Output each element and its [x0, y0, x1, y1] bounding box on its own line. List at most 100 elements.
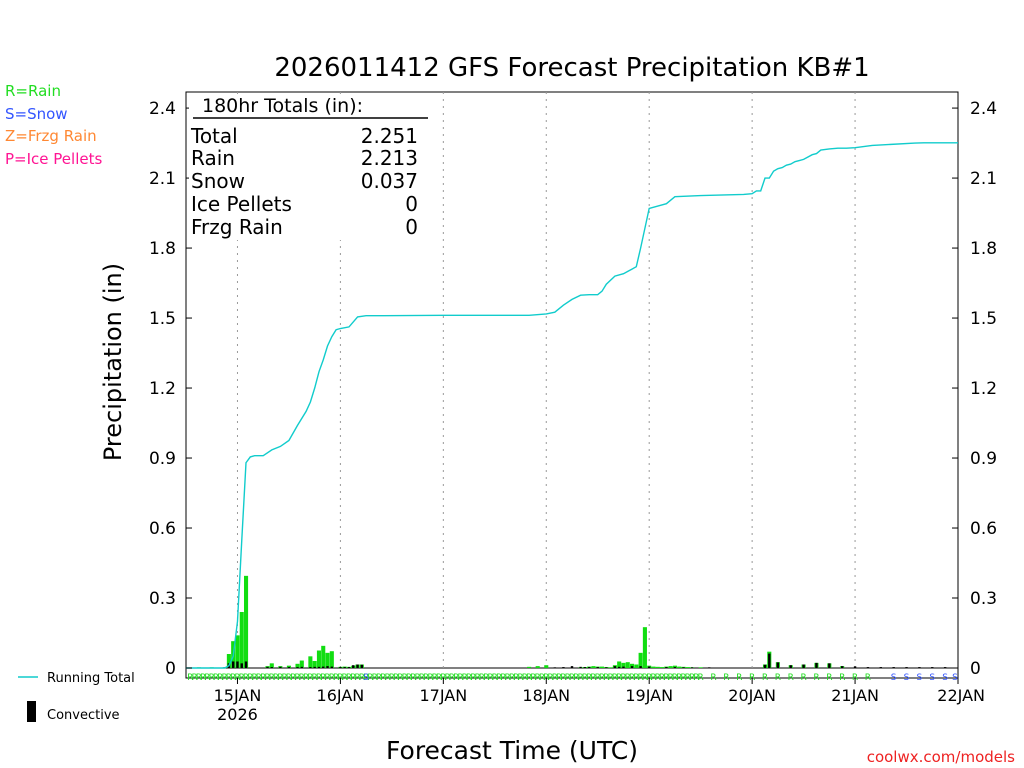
precip-bar [668, 666, 673, 668]
y-tick-label-left: 0 [165, 659, 176, 679]
convective-bar [789, 665, 792, 668]
precip-bar [591, 666, 596, 668]
precip-bar [239, 612, 244, 668]
convective-bar [605, 667, 608, 668]
precip-bar [325, 652, 330, 668]
ptype-rain-marker: R [689, 673, 695, 683]
precip-bar [269, 663, 274, 668]
y-tick-label-left: 0.6 [149, 519, 176, 539]
totals-frzg-rain-label: Frzg Rain [191, 215, 283, 239]
convective-bar [587, 667, 591, 668]
convective-bar [266, 666, 269, 668]
ptype-rain-marker: R [423, 673, 429, 683]
convective-bar [356, 664, 359, 668]
convective-bar [352, 665, 355, 668]
precip-bar [299, 660, 304, 668]
convective-bar [322, 666, 325, 668]
convective-bar [639, 666, 642, 668]
ptype-rain-marker: R [680, 673, 686, 683]
ptype-rain-marker: R [839, 673, 845, 683]
ptype-snow-marker: S [363, 673, 369, 683]
convective-bar [300, 666, 303, 668]
ptype-rain-marker: R [650, 673, 656, 683]
ptype-rain-marker: R [599, 673, 605, 683]
ptype-rain-marker: R [264, 673, 270, 683]
ptype-rain-marker: R [569, 673, 575, 683]
y-tick-label-left: 1.5 [149, 309, 176, 329]
ptype-rain-marker: R [427, 673, 433, 683]
ptype-rain-marker: R [209, 673, 215, 683]
totals-rain-value: 2.213 [361, 146, 418, 170]
y-tick-label-left: 2.4 [149, 99, 176, 119]
totals-total-label: Total [190, 124, 238, 148]
ptype-rain-marker: R [565, 673, 571, 683]
convective-bar [317, 666, 321, 668]
ptype-rain-marker: R [299, 673, 305, 683]
totals-snow-label: Snow [191, 169, 245, 193]
ptype-rain-marker: R [535, 673, 541, 683]
ptype-rain-marker: R [663, 673, 669, 683]
ptype-rain-marker: R [616, 673, 622, 683]
convective-bar [347, 667, 351, 668]
totals-ice-pellets-label: Ice Pellets [191, 192, 292, 216]
ptype-rain-marker: R [668, 673, 674, 683]
x-tick-label-22jan: 22JAN [937, 686, 985, 705]
convective-bar [763, 664, 767, 668]
precip-bar [625, 662, 630, 668]
precip-bar [312, 661, 317, 668]
convective-bar [296, 667, 299, 668]
precip-bar [527, 666, 532, 668]
x-tick-label-16jan: 16JAN [317, 686, 365, 705]
convective-bar [343, 667, 346, 668]
ptype-rain-marker: R [269, 673, 275, 683]
convective-bar [841, 666, 844, 668]
y-tick-label-right: 0.9 [970, 449, 997, 469]
ptype-rain-marker: R [573, 673, 579, 683]
convective-bar [617, 666, 621, 668]
ptype-rain-marker: R [865, 673, 871, 683]
ptype-rain-marker: R [483, 673, 489, 683]
convective-bar [802, 664, 805, 668]
x-tick-label-15jan: 15JAN [214, 686, 262, 705]
ptype-rain-marker: R [736, 673, 742, 683]
ptype-rain-marker: R [247, 673, 253, 683]
ptype-rain-marker: R [239, 673, 245, 683]
convective-bar [570, 666, 574, 668]
ptype-rain-marker: R [342, 673, 348, 683]
precip-bar [608, 667, 613, 668]
ptype-rain-marker: R [655, 673, 661, 683]
totals-box: 180hr Totals (in): Total 2.251 Rain 2.21… [189, 95, 439, 240]
ptype-rain-marker: R [642, 673, 648, 683]
y-tick-label-right: 1.8 [970, 239, 997, 259]
precip-bar [660, 667, 665, 668]
ptype-rain-marker: R [826, 673, 832, 683]
ptype-rain-marker: R [432, 673, 438, 683]
ptype-rain-marker: R [354, 673, 360, 683]
precip-bar [535, 666, 540, 668]
ptype-rain-marker: R [590, 673, 596, 683]
convective-bar [892, 667, 895, 668]
ptype-rain-marker: R [659, 673, 665, 683]
plot-frame [185, 91, 959, 679]
ptype-rain-marker: R [457, 673, 463, 683]
precip-bar [621, 662, 626, 668]
ptype-rain-marker: R [367, 673, 373, 683]
ptype-rain-marker: R [217, 673, 223, 683]
credit-text: coolwx.com/models [867, 748, 1015, 766]
ptype-rain-marker: R [612, 673, 618, 683]
ptype-rain-marker: R [475, 673, 481, 683]
convective-bar [244, 661, 248, 668]
convective-bar [613, 666, 617, 668]
ptype-rain-marker: R [312, 673, 318, 683]
ptype-rain-marker: R [710, 673, 716, 683]
ptype-rain-marker: R [260, 673, 266, 683]
convective-bar [287, 667, 291, 668]
ptype-snow-marker: S [904, 673, 910, 683]
precip-bar [316, 650, 321, 668]
ptype-rain-marker: R [346, 673, 352, 683]
ptype-rain-marker: R [693, 673, 699, 683]
ptype-rain-marker: R [196, 673, 202, 683]
ptype-rain-marker: R [539, 673, 545, 683]
x-tick-label-19jan: 19JAN [625, 686, 673, 705]
convective-bar [931, 667, 934, 668]
